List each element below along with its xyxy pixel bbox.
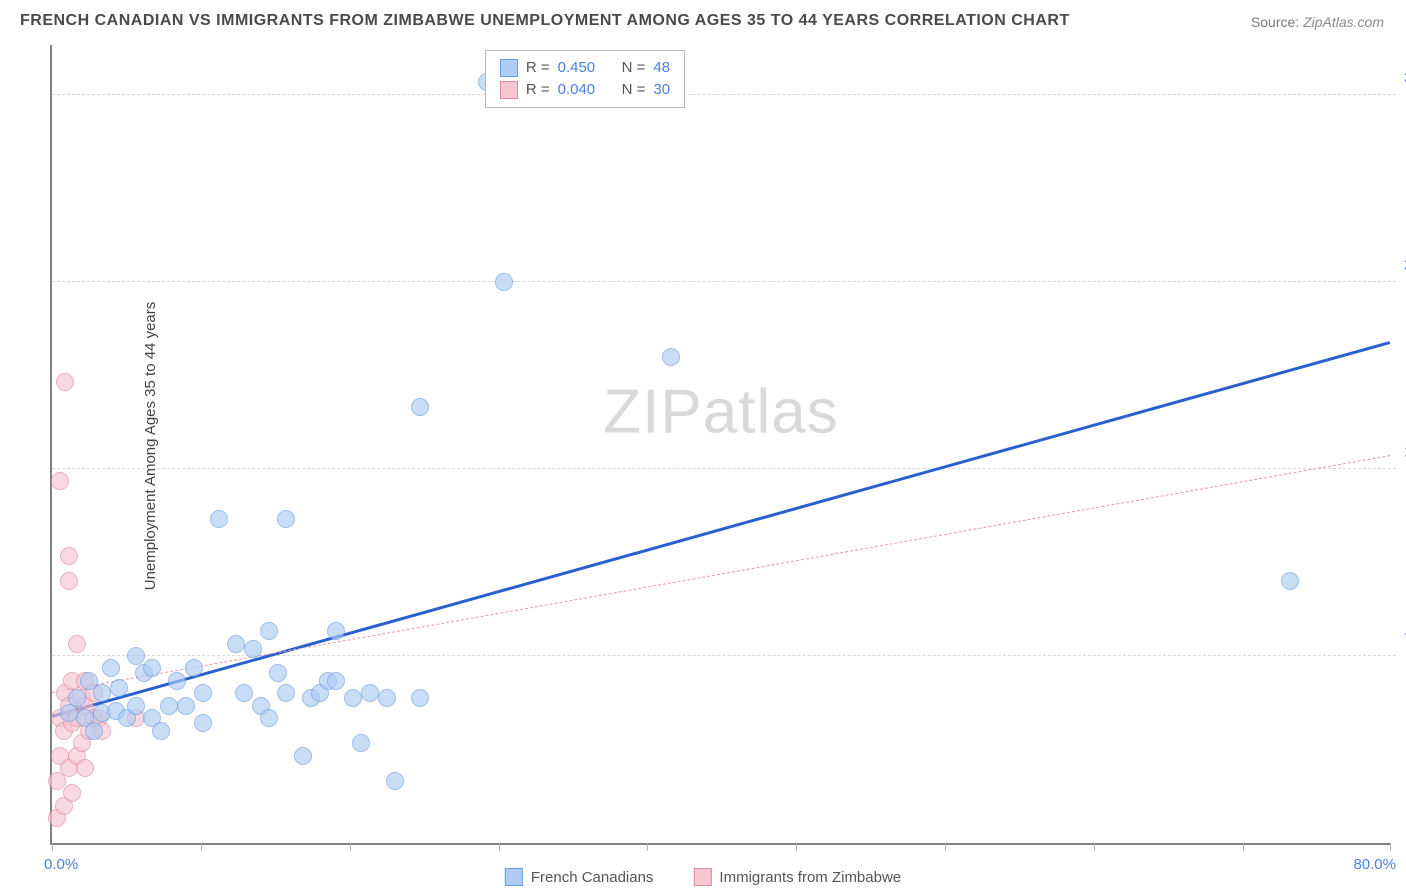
legend-bottom: French Canadians Immigrants from Zimbabw…	[505, 868, 901, 886]
data-point	[352, 734, 370, 752]
data-point	[378, 689, 396, 707]
x-tick	[647, 843, 648, 851]
legend-label-series2: Immigrants from Zimbabwe	[719, 869, 901, 886]
data-point	[495, 273, 513, 291]
data-point	[76, 759, 94, 777]
data-point	[143, 659, 161, 677]
data-point	[160, 697, 178, 715]
data-point	[227, 635, 245, 653]
data-point	[327, 672, 345, 690]
data-point	[662, 348, 680, 366]
data-point	[85, 722, 103, 740]
y-tick-label: 22.5%	[1396, 256, 1406, 273]
x-tick	[499, 843, 500, 851]
data-point	[1281, 572, 1299, 590]
data-point	[51, 472, 69, 490]
y-tick-label: 15.0%	[1396, 443, 1406, 460]
legend-item-series2: Immigrants from Zimbabwe	[693, 868, 901, 886]
source-attribution: Source: ZipAtlas.com	[1251, 14, 1384, 30]
x-tick	[201, 843, 202, 851]
legend-swatch-pink	[693, 868, 711, 886]
legend-top: R =0.450N =48R =0.040N =30	[485, 50, 685, 108]
data-point	[269, 664, 287, 682]
data-point	[177, 697, 195, 715]
legend-top-row: R =0.040N =30	[500, 79, 670, 101]
data-point	[194, 714, 212, 732]
data-point	[110, 679, 128, 697]
x-tick	[350, 843, 351, 851]
data-point	[260, 709, 278, 727]
data-point	[56, 373, 74, 391]
watermark-part2: atlas	[703, 378, 839, 447]
data-point	[244, 640, 262, 658]
legend-top-row: R =0.450N =48	[500, 57, 670, 79]
legend-swatch-blue	[505, 868, 523, 886]
x-tick	[1390, 843, 1391, 851]
data-point	[327, 622, 345, 640]
chart-title: FRENCH CANADIAN VS IMMIGRANTS FROM ZIMBA…	[20, 12, 1070, 30]
y-tick-label: 30.0%	[1396, 69, 1406, 86]
data-point	[344, 689, 362, 707]
data-point	[235, 684, 253, 702]
x-tick	[1094, 843, 1095, 851]
data-point	[127, 697, 145, 715]
data-point	[93, 684, 111, 702]
data-point	[60, 572, 78, 590]
source-label: Source:	[1251, 14, 1299, 30]
gridline-h	[52, 94, 1396, 95]
legend-label-series1: French Canadians	[531, 869, 654, 886]
gridline-h	[52, 468, 1396, 469]
scatter-plot-area: ZIPatlas 7.5%15.0%22.5%30.0%0.0%80.0%	[50, 45, 1390, 845]
data-point	[411, 398, 429, 416]
data-point	[210, 510, 228, 528]
data-point	[411, 689, 429, 707]
x-tick	[796, 843, 797, 851]
legend-item-series1: French Canadians	[505, 868, 654, 886]
x-tick	[1243, 843, 1244, 851]
watermark: ZIPatlas	[603, 377, 838, 448]
legend-swatch	[500, 59, 518, 77]
gridline-h	[52, 281, 1396, 282]
legend-swatch	[500, 81, 518, 99]
data-point	[277, 510, 295, 528]
data-point	[386, 772, 404, 790]
data-point	[68, 689, 86, 707]
data-point	[294, 747, 312, 765]
data-point	[63, 784, 81, 802]
data-point	[277, 684, 295, 702]
data-point	[152, 722, 170, 740]
data-point	[260, 622, 278, 640]
data-point	[168, 672, 186, 690]
x-min-label: 0.0%	[44, 856, 78, 873]
data-point	[102, 659, 120, 677]
data-point	[60, 547, 78, 565]
data-point	[127, 647, 145, 665]
data-point	[194, 684, 212, 702]
watermark-part1: ZIP	[603, 378, 702, 447]
data-point	[68, 635, 86, 653]
source-value: ZipAtlas.com	[1303, 14, 1384, 30]
data-point	[185, 659, 203, 677]
y-tick-label: 7.5%	[1396, 630, 1406, 647]
x-tick	[52, 843, 53, 851]
x-tick	[945, 843, 946, 851]
x-max-label: 80.0%	[1353, 856, 1396, 873]
trend-line	[52, 341, 1391, 718]
data-point	[361, 684, 379, 702]
